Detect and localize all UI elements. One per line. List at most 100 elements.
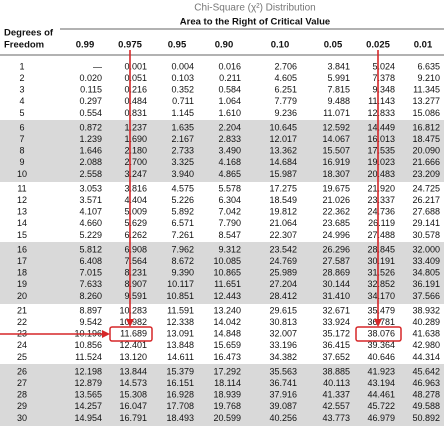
subtitle: Area to the Right of Critical Value [180,17,330,28]
cell: 7.261 [171,230,194,240]
df-label: 17 [17,256,27,266]
df-label: 9 [19,157,24,167]
cell: 16.473 [213,352,241,362]
cell: 23.685 [322,218,350,228]
cell: 7.790 [218,218,241,228]
cell: 38.076 [367,329,395,339]
df-label: 13 [17,207,27,217]
cell: 14.042 [213,317,241,327]
df-label: 16 [17,244,27,254]
cell: 10.851 [166,291,194,301]
cell: 6.908 [124,244,147,254]
cell: 18.939 [213,390,241,400]
cell: 7.962 [171,244,194,254]
cell: 0.001 [124,61,147,71]
cell: 21.026 [322,195,350,205]
cell: 0.352 [171,85,194,95]
cell: 17.275 [269,183,297,193]
cell: 4.107 [79,207,102,217]
df-label: 8 [19,146,24,156]
df-label: 10 [17,169,27,179]
cell: 8.231 [124,268,147,278]
cell: 3.325 [171,157,194,167]
cell: 14.684 [269,157,297,167]
cell: 2.833 [218,134,241,144]
df-label: 20 [17,291,27,301]
cell: 0.711 [172,96,194,106]
cell: 29.615 [269,305,297,315]
cell: 41.923 [367,366,395,376]
bands [0,120,444,426]
cell: 5.812 [79,244,102,254]
cell: 9.236 [274,108,297,118]
cell: 37.916 [269,390,297,400]
column-header: 0.025 [366,40,390,51]
cell: 7.633 [79,279,102,289]
cell: 22.307 [269,230,297,240]
cell: 5.226 [171,195,194,205]
cell: 30.191 [367,256,395,266]
arrow-head [126,319,134,327]
cell: 11.524 [75,352,102,362]
cell: 23.542 [269,244,297,254]
df-label: 24 [17,340,27,350]
cell: 5.009 [124,207,147,217]
cell: 11.071 [323,108,350,118]
cell: 13.848 [166,340,194,350]
cell: 46.963 [412,378,440,388]
cell: 12.833 [367,108,395,118]
cell: 21.064 [269,218,297,228]
cell: 0.554 [79,108,102,118]
cell: 9.542 [79,317,102,327]
cell: 20.090 [412,146,440,156]
cell: 21.666 [412,157,440,167]
cell: 45.722 [367,401,395,411]
cell: 0.831 [124,108,147,118]
df-label: 30 [17,413,27,423]
highlights [0,50,402,342]
cell: 40.646 [367,352,395,362]
cell: 12.401 [119,340,147,350]
cell: 36.415 [322,340,350,350]
df-label: 28 [17,390,27,400]
cell: 42.557 [322,401,350,411]
cell: 18.307 [322,169,350,179]
cell: 1.635 [171,122,194,132]
cell: 36.191 [412,279,440,289]
cell: 10.283 [119,305,147,315]
column-header: 0.90 [215,40,234,51]
cell: 35.479 [367,305,395,315]
column-header: 0.10 [271,40,290,51]
cell: 39.364 [367,340,395,350]
cell: 40.113 [323,378,350,388]
cell: 38.932 [412,305,440,315]
cell: 44.461 [367,390,395,400]
cell: 12.017 [269,134,297,144]
cell: 0.584 [218,85,241,95]
cell: 7.564 [124,256,147,266]
row-band [0,364,444,426]
cell: 12.198 [74,366,102,376]
cell: 43.773 [322,413,350,423]
cell: 6.262 [124,230,147,240]
cell: 18.114 [214,378,241,388]
cell: 5.578 [218,183,241,193]
cell: 42.980 [412,340,440,350]
cell: 39.087 [269,401,297,411]
cell: 11.689 [120,329,147,339]
cell: 18.475 [412,134,440,144]
cell: 28.869 [322,268,350,278]
cell: 1.646 [79,146,102,156]
arrow-head [102,330,110,338]
df-label: 1 [19,61,24,71]
cell: 24.725 [412,183,440,193]
cell: 11.651 [214,279,241,289]
cell: 9.390 [171,268,194,278]
cell: 31.526 [367,268,395,278]
cell: 17.708 [166,401,194,411]
corner-header: Degrees of [4,28,54,39]
cell: 6.304 [218,195,241,205]
cell: 16.791 [119,413,147,423]
column-header: 0.975 [118,40,142,51]
